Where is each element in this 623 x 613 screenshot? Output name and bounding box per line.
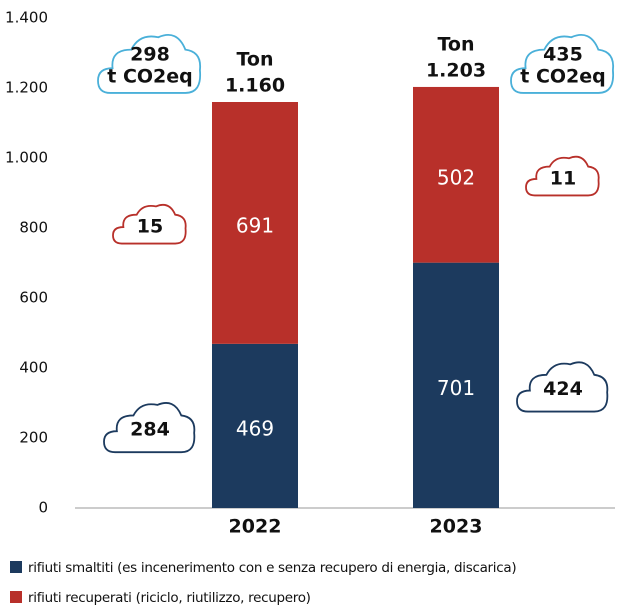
total-label: 1.203 <box>426 59 486 81</box>
y-tick-label: 0 <box>38 499 48 517</box>
legend-swatch <box>10 561 22 573</box>
y-tick-label: 200 <box>19 429 48 447</box>
total-prefix: Ton <box>236 49 273 71</box>
bar-segment <box>212 102 298 344</box>
cloud <box>517 362 607 411</box>
y-tick-label: 600 <box>19 289 48 307</box>
y-tick-label: 400 <box>19 359 48 377</box>
cloud <box>98 35 200 93</box>
total-prefix: Ton <box>437 33 474 55</box>
cloud <box>511 35 613 93</box>
cloud-label: 424 <box>543 378 583 400</box>
cloud <box>104 403 194 452</box>
cloud-label: 11 <box>550 167 576 189</box>
bar-value-label: 502 <box>437 165 475 189</box>
bar-value-label: 691 <box>236 213 274 237</box>
bar-segment <box>413 262 499 508</box>
cloud <box>526 157 599 196</box>
cloud-label: 435 <box>543 44 583 66</box>
bar-segment <box>212 343 298 508</box>
cloud-label: 284 <box>130 418 170 440</box>
legend-label: rifiuti recuperati (riciclo, riutilizzo,… <box>28 590 311 606</box>
y-tick-label: 800 <box>19 219 48 237</box>
legend-label: rifiuti smaltiti (es incenerimento con e… <box>28 560 516 576</box>
y-tick-label: 1.200 <box>5 79 48 97</box>
x-tick-label: 2023 <box>430 516 483 538</box>
bar-value-label: 701 <box>437 376 475 400</box>
cloud-label: 15 <box>137 215 163 237</box>
bar-value-label: 469 <box>236 416 274 440</box>
cloud-label: t CO2eq <box>107 66 193 88</box>
cloud-label: t CO2eq <box>520 66 606 88</box>
total-label: 1.160 <box>225 75 285 97</box>
y-tick-label: 1.400 <box>5 9 48 27</box>
x-tick-label: 2022 <box>229 516 282 538</box>
y-tick-label: 1.000 <box>5 149 48 167</box>
cloud-label: 298 <box>130 44 170 66</box>
legend-swatch <box>10 591 22 603</box>
bar-segment <box>413 86 499 263</box>
cloud <box>113 205 186 244</box>
